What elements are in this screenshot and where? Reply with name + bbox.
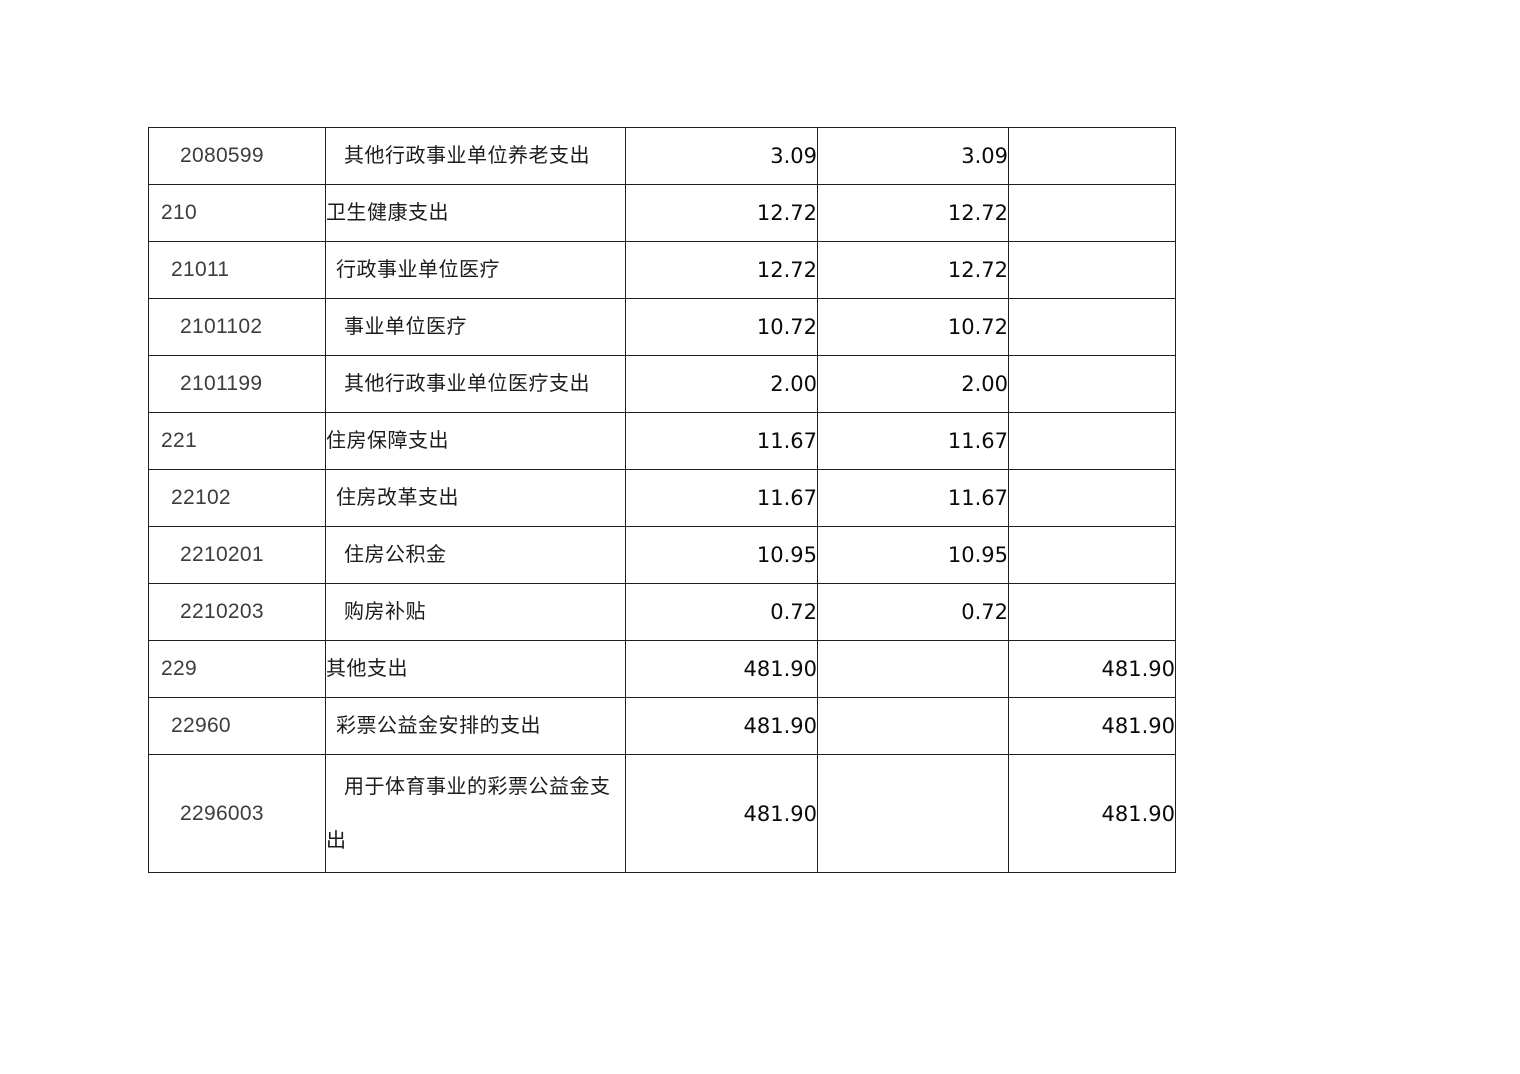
budget-table-body: 2080599 其他行政事业单位养老支出 3.09 3.09 210 卫生健康支…	[148, 127, 1176, 873]
name-cell: 事业单位医疗	[325, 298, 626, 356]
code-cell: 2210201	[148, 526, 326, 584]
amount-cell-2: 2.00	[817, 355, 1009, 413]
amount-cell-2	[817, 640, 1009, 698]
name-cell: 彩票公益金安排的支出	[325, 697, 626, 755]
amount-cell-1: 481.90	[625, 754, 818, 873]
amount-cell-1: 12.72	[625, 184, 818, 242]
amount-cell-1: 3.09	[625, 127, 818, 185]
amount-cell-2: 3.09	[817, 127, 1009, 185]
amount-cell-3: 481.90	[1008, 754, 1176, 873]
amount-cell-2: 11.67	[817, 412, 1009, 470]
name-cell: 其他行政事业单位医疗支出	[325, 355, 626, 413]
amount-cell-2: 11.67	[817, 469, 1009, 527]
table-row: 229 其他支出 481.90 481.90	[148, 640, 1176, 698]
amount-cell-1: 10.72	[625, 298, 818, 356]
amount-cell-2: 12.72	[817, 241, 1009, 299]
table-row: 2296003 用于体育事业的彩票公益金支出 481.90 481.90	[148, 754, 1176, 873]
amount-cell-1: 12.72	[625, 241, 818, 299]
amount-cell-2: 12.72	[817, 184, 1009, 242]
table-row: 2210203 购房补贴 0.72 0.72	[148, 583, 1176, 641]
name-cell: 住房公积金	[325, 526, 626, 584]
amount-cell-3	[1008, 355, 1176, 413]
code-cell: 229	[148, 640, 326, 698]
name-cell: 其他行政事业单位养老支出	[325, 127, 626, 185]
code-cell: 22102	[148, 469, 326, 527]
code-cell: 2101199	[148, 355, 326, 413]
amount-cell-1: 2.00	[625, 355, 818, 413]
table-row: 2080599 其他行政事业单位养老支出 3.09 3.09	[148, 127, 1176, 185]
amount-cell-1: 0.72	[625, 583, 818, 641]
code-cell: 210	[148, 184, 326, 242]
amount-cell-1: 481.90	[625, 697, 818, 755]
name-cell: 用于体育事业的彩票公益金支出	[325, 754, 626, 873]
table-row: 221 住房保障支出 11.67 11.67	[148, 412, 1176, 470]
code-cell: 221	[148, 412, 326, 470]
table-row: 22102 住房改革支出 11.67 11.67	[148, 469, 1176, 527]
amount-cell-3	[1008, 184, 1176, 242]
amount-cell-3	[1008, 241, 1176, 299]
amount-cell-3: 481.90	[1008, 697, 1176, 755]
amount-cell-2: 10.95	[817, 526, 1009, 584]
amount-cell-3	[1008, 127, 1176, 185]
code-cell: 2080599	[148, 127, 326, 185]
code-cell: 2210203	[148, 583, 326, 641]
name-cell: 住房改革支出	[325, 469, 626, 527]
amount-cell-2: 10.72	[817, 298, 1009, 356]
code-cell: 22960	[148, 697, 326, 755]
amount-cell-2	[817, 697, 1009, 755]
name-cell: 卫生健康支出	[325, 184, 626, 242]
name-cell: 行政事业单位医疗	[325, 241, 626, 299]
amount-cell-1: 11.67	[625, 469, 818, 527]
code-cell: 2101102	[148, 298, 326, 356]
amount-cell-2	[817, 754, 1009, 873]
name-cell: 购房补贴	[325, 583, 626, 641]
amount-cell-1: 481.90	[625, 640, 818, 698]
budget-expenditure-table: 2080599 其他行政事业单位养老支出 3.09 3.09 210 卫生健康支…	[148, 127, 1176, 873]
name-cell: 住房保障支出	[325, 412, 626, 470]
table-row: 210 卫生健康支出 12.72 12.72	[148, 184, 1176, 242]
amount-cell-3	[1008, 583, 1176, 641]
table-row: 21011 行政事业单位医疗 12.72 12.72	[148, 241, 1176, 299]
table-row: 22960 彩票公益金安排的支出 481.90 481.90	[148, 697, 1176, 755]
amount-cell-1: 10.95	[625, 526, 818, 584]
code-cell: 2296003	[148, 754, 326, 873]
amount-cell-3: 481.90	[1008, 640, 1176, 698]
amount-cell-3	[1008, 298, 1176, 356]
amount-cell-1: 11.67	[625, 412, 818, 470]
amount-cell-3	[1008, 526, 1176, 584]
table-row: 2210201 住房公积金 10.95 10.95	[148, 526, 1176, 584]
table-row: 2101102 事业单位医疗 10.72 10.72	[148, 298, 1176, 356]
amount-cell-3	[1008, 412, 1176, 470]
amount-cell-2: 0.72	[817, 583, 1009, 641]
code-cell: 21011	[148, 241, 326, 299]
name-cell: 其他支出	[325, 640, 626, 698]
table-row: 2101199 其他行政事业单位医疗支出 2.00 2.00	[148, 355, 1176, 413]
amount-cell-3	[1008, 469, 1176, 527]
